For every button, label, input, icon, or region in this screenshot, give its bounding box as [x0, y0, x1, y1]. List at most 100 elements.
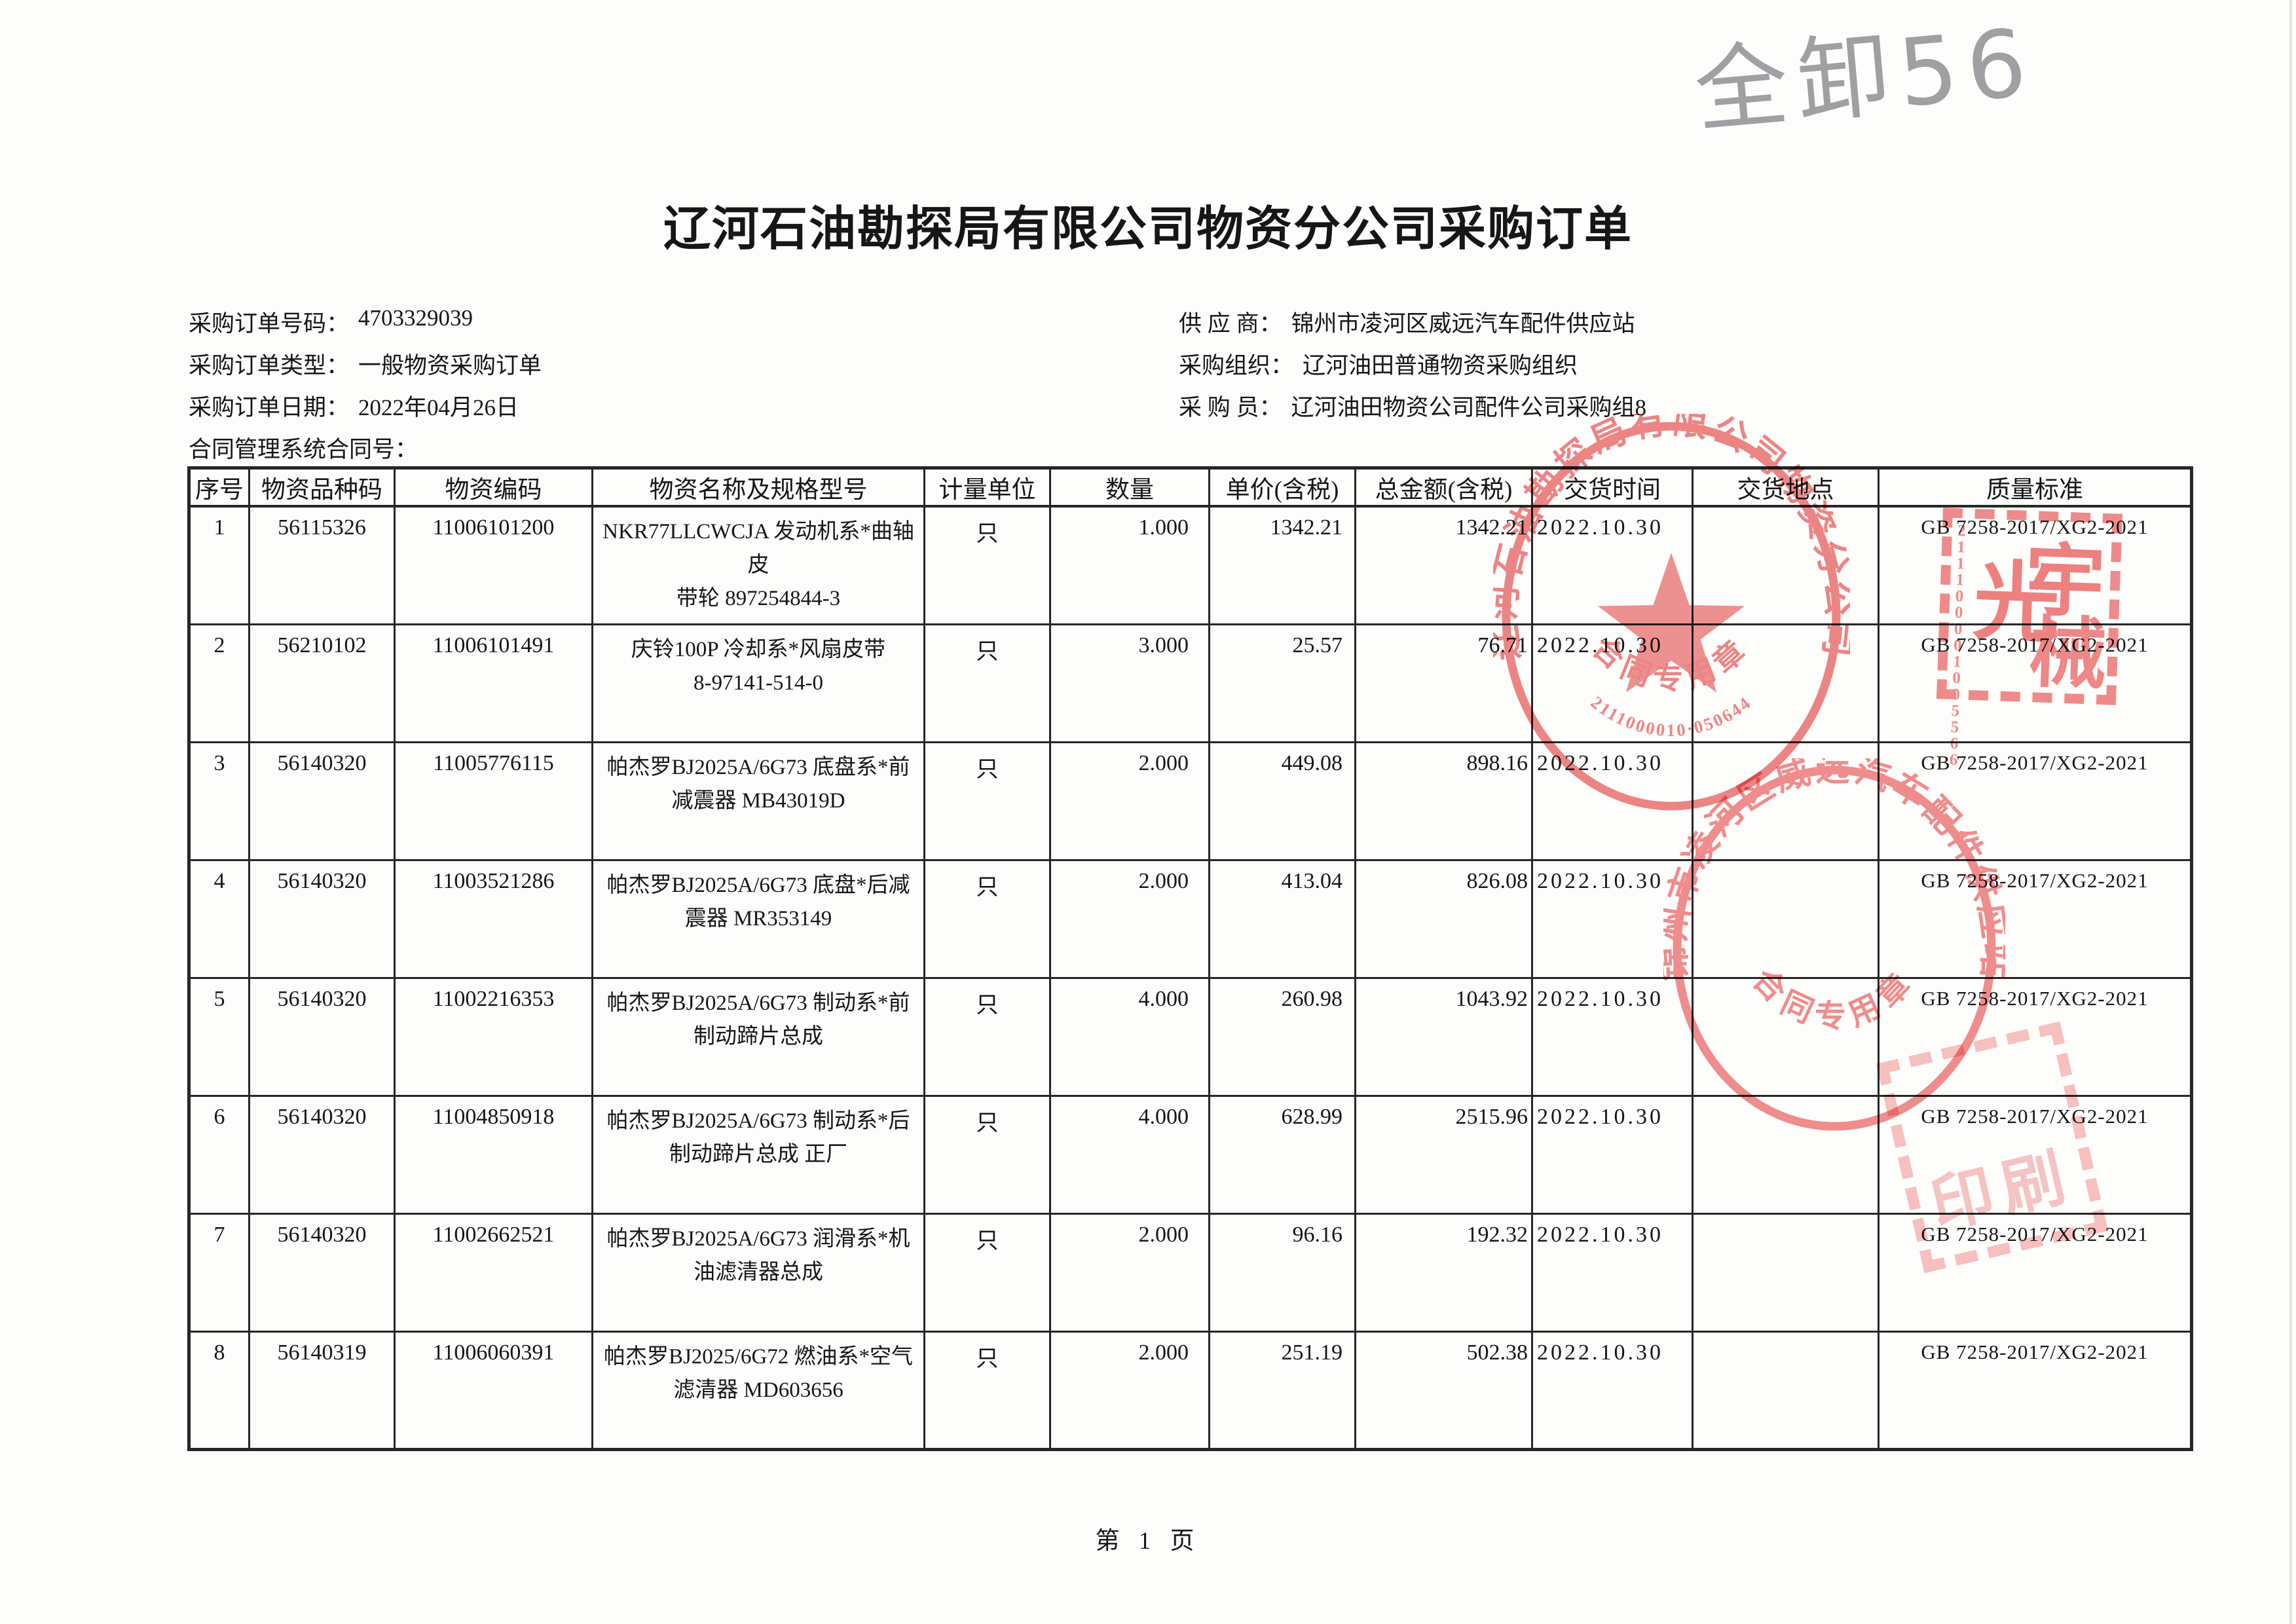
cell-material_code: 11006060391	[394, 1330, 593, 1450]
cell-unit: 只	[923, 1094, 1051, 1215]
cell-delivery_date: 2022.10.30	[1531, 741, 1694, 861]
supplier-label: 供 应 商：	[1179, 311, 1282, 337]
cell-category_code: 56210102	[248, 623, 396, 743]
cell-quality_standard: GB 7258-2017/XG2-2021	[1878, 858, 2193, 979]
cell-unit: 只	[923, 741, 1051, 861]
cell-delivery_date: 2022.10.30	[1531, 1212, 1694, 1333]
cell-qty: 2.000	[1049, 1212, 1210, 1333]
cell-category_code: 56140320	[248, 858, 396, 979]
cell-total_amount: 1043.92	[1354, 976, 1533, 1097]
cell-total_amount: 502.38	[1354, 1330, 1533, 1450]
cell-unit_price: 413.04	[1208, 858, 1356, 979]
cell-material_code: 11006101200	[394, 505, 593, 625]
table-row: 7 56140320 11002662521 帕杰罗BJ2025A/6G73 润滑系*…	[188, 1212, 2193, 1333]
cell-unit: 只	[923, 976, 1051, 1097]
cell-delivery_place	[1692, 1212, 1879, 1333]
cell-delivery_place	[1692, 623, 1879, 743]
order-number-value: 4703329039	[358, 305, 473, 331]
cell-seq: 3	[188, 741, 250, 861]
cell-unit_price: 449.08	[1208, 741, 1356, 861]
cell-quality_standard: GB 7258-2017/XG2-2021	[1878, 505, 2193, 625]
cell-material_code: 11003521286	[394, 858, 593, 979]
table-row: 4 56140320 11003521286 帕杰罗BJ2025A/6G73 底盘*后…	[188, 858, 2193, 979]
column-header-0: 序号	[188, 467, 250, 507]
contract-number-label: 合同管理系统合同号：	[189, 437, 418, 462]
cell-quality_standard: GB 7258-2017/XG2-2021	[1878, 1330, 2193, 1450]
purchase-org-line: 采购组织： 辽河油田普通物资采购组织	[1179, 347, 2227, 389]
cell-delivery_place	[1692, 858, 1879, 979]
buyer-value: 辽河油田物资公司配件公司采购组8	[1291, 395, 1647, 420]
cell-name: 帕杰罗BJ2025A/6G73 制动系*后 制动蹄片总成 正厂	[591, 1094, 925, 1215]
contract-number-line: 合同管理系统合同号：	[189, 431, 1105, 473]
cell-material_code: 11006101491	[394, 623, 593, 743]
cell-total_amount: 192.32	[1354, 1212, 1533, 1333]
table-row: 3 56140320 11005776115 帕杰罗BJ2025A/6G73 底盘系*…	[188, 741, 2193, 861]
order-date-line: 采购订单日期： 2022年04月26日	[189, 389, 1105, 431]
cell-quality_standard: GB 7258-2017/XG2-2021	[1878, 1212, 2193, 1333]
table-row: 6 56140320 11004850918 帕杰罗BJ2025A/6G73 制动系*…	[188, 1094, 2193, 1215]
cell-delivery_date: 2022.10.30	[1531, 505, 1694, 625]
cell-delivery_date: 2022.10.30	[1531, 623, 1694, 743]
order-type-label: 采购订单类型：	[189, 353, 350, 378]
cell-seq: 2	[188, 623, 250, 743]
supplier-value: 锦州市凌河区威远汽车配件供应站	[1291, 311, 1635, 337]
cell-seq: 1	[188, 505, 250, 625]
purchase-order-table: 序号 物资品种码 物资编码 物资名称及规格型号 计量单位 数量 单价(含税) 总金额(含税) 交…	[187, 466, 2193, 1451]
cell-unit_price: 251.19	[1208, 1330, 1356, 1450]
table-header-row: 序号 物资品种码 物资编码 物资名称及规格型号 计量单位 数量 单价(含税) 总金额(含税) 交…	[188, 467, 2193, 507]
supplier-line: 供 应 商： 锦州市凌河区威远汽车配件供应站	[1179, 305, 2227, 347]
cell-delivery_place	[1692, 741, 1879, 861]
cell-qty: 4.000	[1049, 976, 1210, 1097]
column-header-5: 数量	[1049, 467, 1210, 507]
table-row: 5 56140320 11002216353 帕杰罗BJ2025A/6G73 制动系*…	[188, 976, 2193, 1097]
order-type-value: 一般物资采购订单	[358, 353, 542, 378]
cell-quality_standard: GB 7258-2017/XG2-2021	[1878, 1094, 2193, 1215]
cell-unit: 只	[923, 858, 1051, 979]
cell-quality_standard: GB 7258-2017/XG2-2021	[1878, 623, 2193, 743]
cell-delivery_date: 2022.10.30	[1531, 858, 1694, 979]
cell-total_amount: 898.16	[1354, 741, 1533, 861]
cell-seq: 5	[188, 976, 250, 1097]
column-header-2: 物资编码	[394, 467, 593, 507]
cell-name: 帕杰罗BJ2025/6G72 燃油系*空气 滤清器 MD603656	[591, 1330, 925, 1450]
cell-seq: 4	[188, 858, 250, 979]
order-date-value: 2022年04月26日	[358, 395, 519, 420]
cell-qty: 4.000	[1049, 1094, 1210, 1215]
cell-category_code: 56140319	[248, 1330, 396, 1450]
page-title: 辽河石油勘探局有限公司物资分公司采购订单	[663, 203, 1633, 255]
cell-unit_price: 260.98	[1208, 976, 1356, 1097]
cell-name: NKR77LLCWCJA 发动机系*曲轴皮 带轮 897254844-3	[591, 505, 925, 625]
cell-seq: 6	[188, 1094, 250, 1215]
purchase-org-value: 辽河油田普通物资采购组织	[1303, 353, 1578, 378]
table-row: 1 56115326 11006101200 NKR77LLCWCJA 发动机系*曲轴…	[188, 505, 2193, 625]
table-row: 2 56210102 11006101491 庆铃100P 冷却系*风扇皮带 8-97…	[188, 623, 2193, 743]
cell-delivery_date: 2022.10.30	[1531, 1330, 1694, 1450]
column-header-10: 质量标准	[1878, 467, 2193, 507]
cell-name: 帕杰罗BJ2025A/6G73 底盘系*前 减震器 MB43019D	[591, 741, 925, 861]
cell-unit_price: 96.16	[1208, 1212, 1356, 1333]
cell-delivery_place	[1692, 1094, 1879, 1215]
cell-delivery_date: 2022.10.30	[1531, 1094, 1694, 1215]
column-header-8: 交货时间	[1531, 467, 1694, 507]
cell-category_code: 56140320	[248, 1212, 396, 1333]
cell-name: 庆铃100P 冷却系*风扇皮带 8-97141-514-0	[591, 623, 925, 743]
column-header-6: 单价(含税)	[1208, 467, 1356, 507]
cell-total_amount: 826.08	[1354, 858, 1533, 979]
cell-qty: 2.000	[1049, 858, 1210, 979]
column-header-9: 交货地点	[1692, 467, 1879, 507]
table-row: 8 56140319 11006060391 帕杰罗BJ2025/6G72 燃油系*空…	[188, 1330, 2193, 1450]
purchase-org-label: 采购组织：	[1179, 353, 1294, 378]
cell-category_code: 56140320	[248, 741, 396, 861]
order-number-label: 采购订单号码：	[189, 311, 350, 337]
buyer-label: 采 购 员：	[1179, 395, 1282, 420]
page-number: 第 1 页	[1095, 1528, 1201, 1555]
cell-category_code: 56115326	[248, 505, 396, 625]
cell-seq: 8	[188, 1330, 250, 1450]
cell-total_amount: 1342.21	[1354, 505, 1533, 625]
cell-unit_price: 1342.21	[1208, 505, 1356, 625]
column-header-7: 总金额(含税)	[1354, 467, 1533, 507]
column-header-3: 物资名称及规格型号	[591, 467, 925, 507]
handwritten-note: 全卸56	[1690, 9, 2040, 146]
cell-quality_standard: GB 7258-2017/XG2-2021	[1878, 976, 2193, 1097]
cell-unit_price: 628.99	[1208, 1094, 1356, 1215]
